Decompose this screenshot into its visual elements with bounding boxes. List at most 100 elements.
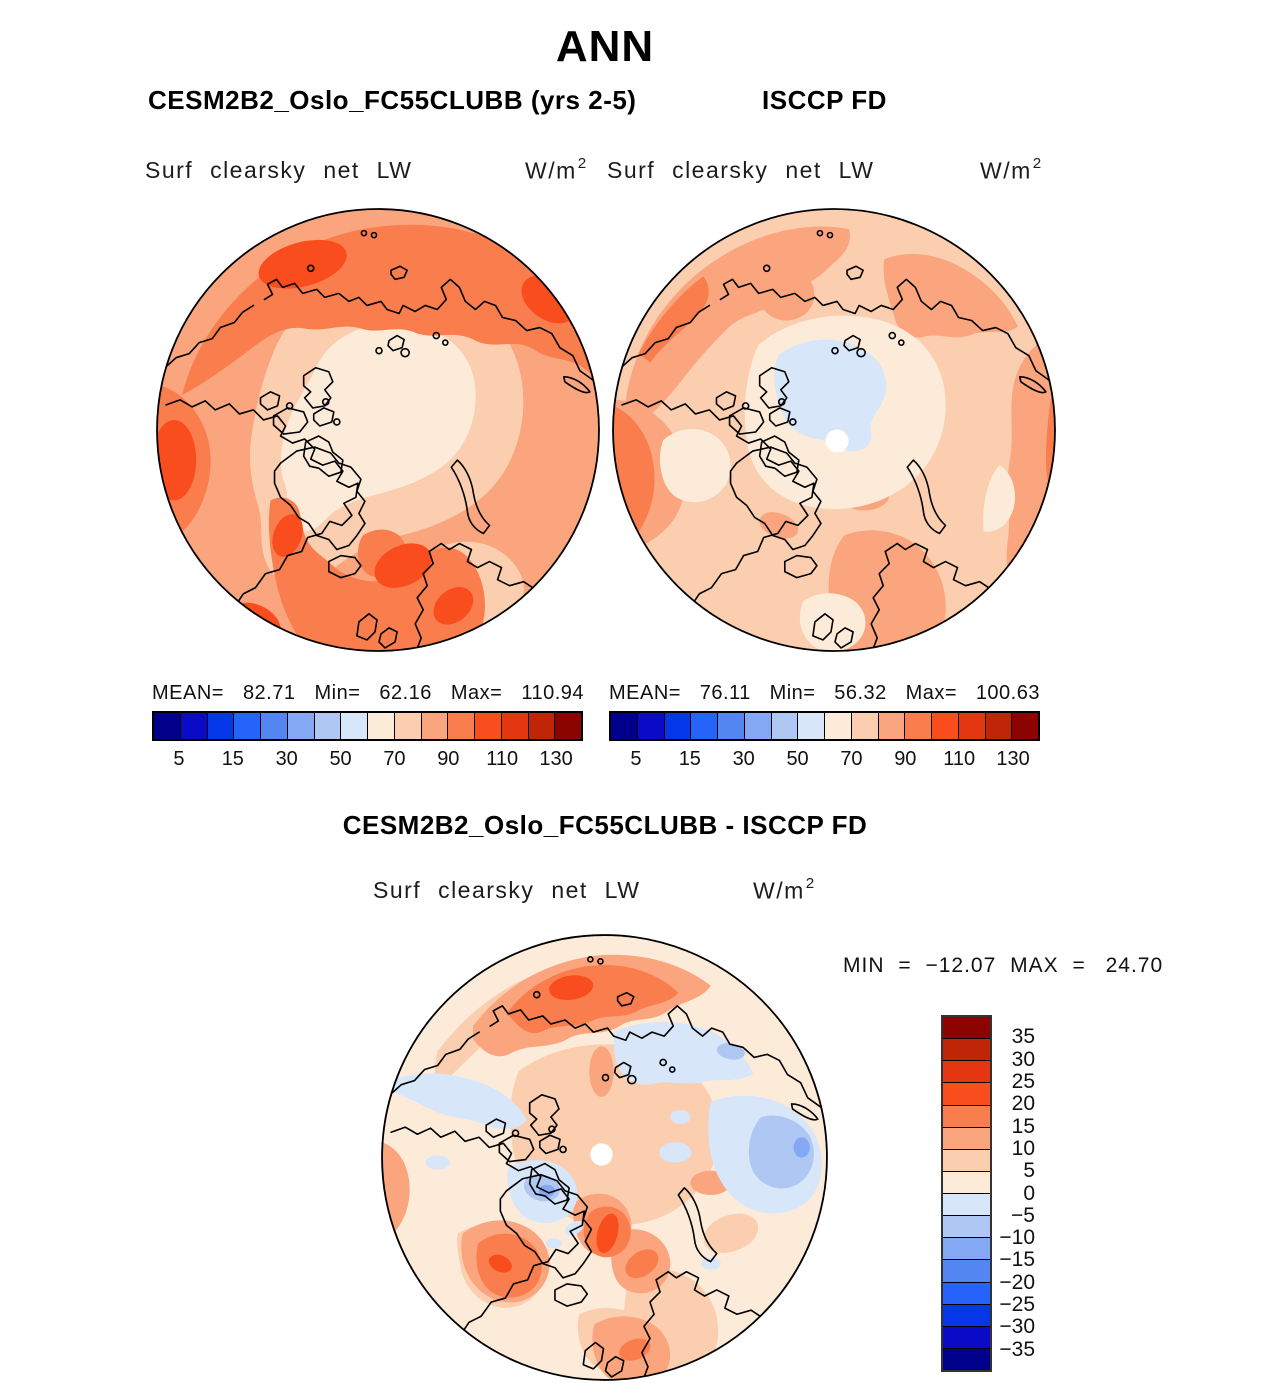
diff-colorbar-label: 10: [1011, 1136, 1035, 1160]
colorbar-cell: [943, 1017, 990, 1039]
diff-colorbar-label: 15: [1011, 1114, 1035, 1138]
colorbar-cell: [943, 1215, 990, 1238]
map-outline: [381, 934, 828, 1381]
colorbar-cell: [943, 1148, 990, 1171]
colorbar-cell: [207, 713, 235, 739]
stat-label: Max=: [450, 682, 503, 704]
colorbar-cell: [691, 713, 718, 739]
stat-label: MEAN=: [609, 682, 681, 704]
colorbar-cell: [943, 1082, 990, 1105]
model-colorbar: [152, 711, 583, 741]
colorbar-cell: [475, 713, 502, 739]
colorbar-cell: [878, 713, 906, 739]
colorbar-cell: [943, 1281, 990, 1304]
colorbar-tick: 50: [786, 748, 809, 770]
colorbar-cell: [528, 713, 556, 739]
colorbar-cell: [664, 713, 692, 739]
stat-label: MEAN=: [152, 682, 224, 704]
colorbar-cell: [314, 713, 342, 739]
colorbar-cell: [180, 713, 208, 739]
diff-colorbar-label: −25: [999, 1293, 1035, 1317]
colorbar-cell: [943, 1325, 990, 1348]
diff-colorbar: [941, 1015, 992, 1372]
model-stats-row: MEAN= 82.71 Min= 62.16 Max= 110.94: [152, 682, 584, 705]
colorbar-cell: [958, 713, 986, 739]
colorbar-cell: [943, 1038, 990, 1061]
colorbar-tick: 5: [173, 748, 185, 770]
model-colorbar-ticks: 5 15 30 50 70 90 110 130: [152, 748, 583, 772]
colorbar-cell: [744, 713, 772, 739]
colorbar-cell: [943, 1126, 990, 1149]
colorbar-cell: [771, 713, 799, 739]
obs-map: [612, 208, 1056, 652]
stat-value: 82.71: [242, 682, 296, 704]
obs-panel-title: ISCCP FD: [762, 85, 887, 115]
colorbar-cell: [985, 713, 1013, 739]
colorbar-cell: [234, 713, 261, 739]
stat-value: 100.63: [975, 682, 1040, 704]
stat-value: 76.11: [699, 682, 751, 704]
colorbar-cell: [287, 713, 315, 739]
diff-colorbar-label: 25: [1011, 1069, 1035, 1093]
colorbar-tick: 50: [329, 748, 352, 770]
diff-colorbar-label: 30: [1011, 1047, 1035, 1071]
diff-units-label: W/m2: [753, 875, 816, 904]
colorbar-cell: [261, 713, 288, 739]
colorbar-tick: 15: [221, 748, 244, 770]
diff-map: [381, 934, 828, 1381]
diff-colorbar-label: 20: [1011, 1092, 1035, 1116]
diff-colorbar-label: 0: [1023, 1181, 1035, 1205]
model-map: [156, 208, 600, 652]
diff-colorbar-label: −30: [999, 1315, 1035, 1339]
diff-colorbar-label: 35: [1011, 1025, 1035, 1049]
diff-colorbar-label: 5: [1023, 1159, 1035, 1183]
colorbar-cell: [943, 1303, 990, 1326]
diff-field-label: Surf clearsky net LW: [373, 877, 641, 903]
colorbar-cell: [421, 713, 449, 739]
diff-colorbar-label: −5: [1011, 1203, 1035, 1227]
colorbar-cell: [932, 713, 959, 739]
colorbar-tick: 110: [943, 748, 976, 770]
colorbar-tick: 15: [678, 748, 701, 770]
contour-fills: [613, 209, 1055, 651]
stat-value: 110.94: [521, 682, 584, 704]
colorbar-cell: [825, 713, 852, 739]
stat-label: Max=: [905, 682, 958, 704]
stat-value: 56.32: [834, 682, 887, 704]
colorbar-tick: 70: [840, 748, 863, 770]
colorbar-cell: [341, 713, 368, 739]
diff-colorbar-label: −20: [999, 1270, 1035, 1294]
model-panel-title: CESM2B2_Oslo_FC55CLUBB (yrs 2-5): [148, 85, 637, 115]
diff-colorbar-label: −35: [999, 1337, 1035, 1361]
contour-fills: [382, 935, 827, 1380]
colorbar-cell: [905, 713, 932, 739]
pole-dot: [825, 429, 849, 453]
colorbar-cell: [851, 713, 879, 739]
colorbar-tick: 5: [630, 748, 642, 770]
colorbar-tick: 30: [275, 748, 298, 770]
stat-label: Min=: [314, 682, 361, 704]
colorbar-cell: [448, 713, 475, 739]
diff-colorbar-label: −15: [999, 1248, 1035, 1272]
diff-colorbar-label: −10: [999, 1226, 1035, 1250]
colorbar-cell: [943, 1060, 990, 1083]
obs-colorbar-ticks: 5 15 30 50 70 90 110 130: [609, 748, 1040, 772]
colorbar-cell: [1012, 713, 1038, 739]
colorbar-cell: [943, 1104, 990, 1127]
stat-label: Min=: [769, 682, 816, 704]
colorbar-cell: [943, 1347, 990, 1370]
obs-colorbar: [609, 711, 1040, 741]
map-outline: [612, 208, 1056, 652]
colorbar-tick: 110: [486, 748, 519, 770]
colorbar-tick: 90: [437, 748, 460, 770]
colorbar-cell: [943, 1237, 990, 1260]
diff-panel-title: CESM2B2_Oslo_FC55CLUBB - ISCCP FD: [342, 810, 868, 840]
colorbar-tick: 130: [539, 748, 573, 770]
obs-units-label: W/m2: [980, 155, 1043, 184]
model-units-label: W/m2: [525, 155, 588, 184]
figure-title: ANN: [555, 22, 655, 71]
colorbar-cell: [394, 713, 422, 739]
colorbar-tick: 130: [996, 748, 1030, 770]
map-outline: [156, 208, 600, 652]
